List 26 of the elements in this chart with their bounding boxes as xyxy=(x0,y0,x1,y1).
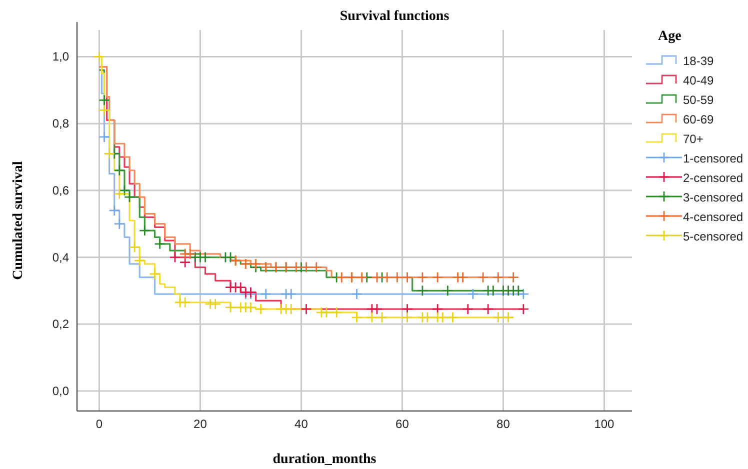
x-tick-label: 100 xyxy=(594,417,615,431)
legend-title: Age xyxy=(658,29,682,44)
y-tick-label: 0,6 xyxy=(52,183,70,198)
legend-label: 3-censored xyxy=(683,190,744,204)
y-tick-label: 0,2 xyxy=(52,317,70,332)
chart-title: Survival functions xyxy=(340,9,450,24)
x-tick-label: 20 xyxy=(194,417,208,431)
x-tick-label: 40 xyxy=(294,417,308,431)
y-tick-label: 1,0 xyxy=(52,50,70,64)
legend-label: 40-49 xyxy=(683,74,714,88)
y-tick-label: 0,0 xyxy=(52,384,70,398)
y-tick-label: 0,8 xyxy=(52,116,70,131)
legend-label: 70+ xyxy=(683,132,704,146)
x-tick-label: 60 xyxy=(396,417,410,431)
x-tick-label: 80 xyxy=(496,417,510,431)
legend-label: 4-censored xyxy=(683,210,744,224)
y-axis-title: Cumulated survival xyxy=(11,161,26,280)
legend-label: 60-69 xyxy=(683,112,714,126)
legend-label: 18-39 xyxy=(683,54,714,68)
legend-label: 1-censored xyxy=(683,152,744,166)
x-axis-title: duration_months xyxy=(272,452,377,467)
legend-label: 2-censored xyxy=(683,171,744,185)
legend-label: 50-59 xyxy=(683,93,714,107)
legend-label: 5-censored xyxy=(683,230,744,244)
x-tick-label: 0 xyxy=(96,417,103,431)
y-tick-label: 0,4 xyxy=(52,250,70,264)
